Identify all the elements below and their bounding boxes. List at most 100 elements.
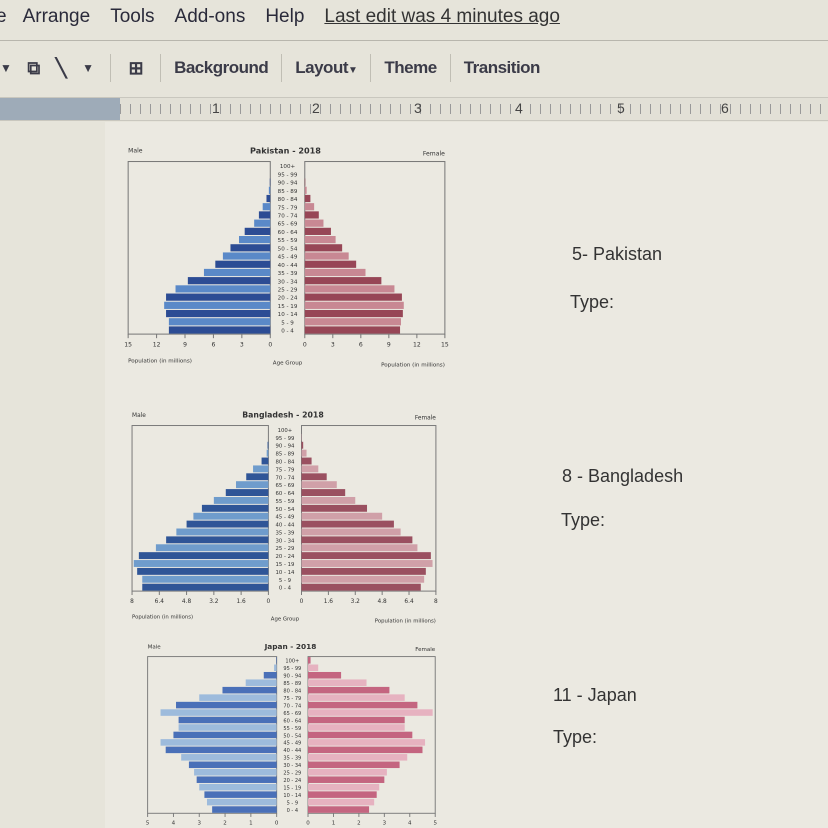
- divider: [0, 40, 828, 41]
- shape-icon[interactable]: ⧉: [27, 57, 40, 78]
- male-bar: [266, 449, 269, 457]
- menu-bar: e Arrange Tools Add-ons Help Last edit w…: [0, 0, 828, 34]
- horizontal-ruler[interactable]: 1 2 3 4 5 6: [0, 97, 828, 121]
- pakistan-pyramid-chart[interactable]: Pakistan - 2018 Male Female 0 - 4 5 - 9 10 - …: [118, 143, 453, 377]
- male-tick-label: 12: [153, 341, 161, 348]
- male-bar: [267, 441, 269, 449]
- female-tick-label: 12: [413, 341, 421, 348]
- age-group-label: 50 - 54: [275, 507, 295, 513]
- layout-button[interactable]: Layout▼: [291, 58, 361, 78]
- male-tick-label: 9: [183, 341, 187, 348]
- age-group-label: 30 - 34: [278, 279, 298, 285]
- male-bar: [212, 806, 277, 813]
- male-tick-label: 0: [275, 820, 279, 826]
- age-group-label: 5 - 9: [287, 800, 298, 806]
- male-bar: [230, 244, 271, 252]
- ruler-number: 3: [414, 100, 422, 116]
- female-bar: [304, 326, 401, 334]
- age-group-label: 100+: [280, 164, 296, 170]
- age-axis-label: Age Group: [271, 616, 300, 622]
- age-group-label: 90 - 94: [275, 444, 295, 450]
- transition-button[interactable]: Transition: [463, 58, 541, 77]
- female-tick-label: 3: [383, 820, 387, 826]
- pakistan-type-label: Type:: [570, 292, 615, 312]
- female-bar: [308, 798, 375, 806]
- age-group-label: 65 - 69: [278, 222, 298, 228]
- menu-tools[interactable]: Tools: [110, 6, 155, 27]
- male-bar: [215, 260, 271, 268]
- male-bar: [188, 761, 277, 769]
- female-tick-label: 0: [300, 599, 304, 605]
- male-bar: [213, 496, 269, 504]
- female-bar: [301, 552, 431, 560]
- female-tick-label: 2: [357, 820, 361, 826]
- male-bar: [181, 754, 277, 761]
- female-bar: [301, 583, 421, 591]
- male-bar: [253, 465, 269, 473]
- chart-title: Pakistan - 2018: [250, 145, 321, 155]
- menu-add-ons[interactable]: Add-ons: [174, 6, 246, 27]
- male-bar: [168, 318, 271, 326]
- female-label: Female: [415, 647, 436, 653]
- female-bar: [301, 496, 356, 504]
- age-group-label: 60 - 64: [283, 718, 301, 724]
- age-group-label: 0 - 4: [279, 586, 292, 592]
- background-button[interactable]: Background: [174, 58, 269, 77]
- female-bar: [308, 783, 380, 791]
- male-bar: [187, 277, 271, 285]
- female-bar: [301, 481, 337, 489]
- chevron-down-icon[interactable]: ▼: [0, 61, 12, 75]
- age-group-label: 85 - 89: [283, 681, 301, 687]
- age-group-label: 50 - 54: [283, 733, 301, 739]
- ruler-number: 4: [515, 100, 523, 116]
- male-bar: [155, 544, 269, 552]
- add-comment-icon[interactable]: ⊞: [128, 57, 144, 78]
- male-tick-label: 1: [249, 820, 253, 826]
- last-edit-link[interactable]: Last edit was 4 minutes ago: [324, 6, 560, 27]
- male-axis-label: Population (in millions): [128, 359, 192, 365]
- japan-type-label: Type:: [553, 727, 598, 747]
- male-bar: [204, 791, 277, 798]
- age-group-label: 85 - 89: [278, 189, 298, 195]
- divider: [449, 54, 451, 82]
- chevron-down-icon[interactable]: ▼: [82, 61, 94, 75]
- ruler-number: 2: [312, 100, 320, 116]
- age-group-label: 15 - 19: [275, 562, 295, 568]
- male-bar: [236, 481, 269, 489]
- menu-help[interactable]: Help: [265, 6, 305, 27]
- theme-button[interactable]: Theme: [384, 58, 437, 77]
- menu-file[interactable]: e: [0, 6, 7, 27]
- female-bar: [301, 457, 312, 465]
- age-group-label: 70 - 74: [283, 703, 301, 709]
- line-icon[interactable]: ╲: [55, 57, 67, 78]
- female-bar: [301, 536, 413, 544]
- age-group-label: 35 - 39: [275, 530, 295, 536]
- female-bar: [304, 219, 324, 227]
- age-group-label: 10 - 14: [275, 570, 295, 576]
- menu-arrange[interactable]: Arrange: [22, 6, 91, 27]
- chart-title: Japan - 2018: [264, 642, 317, 651]
- divider: [110, 54, 112, 82]
- female-bar: [308, 746, 423, 754]
- male-bar: [222, 686, 277, 694]
- age-group-label: 80 - 84: [275, 459, 295, 465]
- female-tick-label: 1: [332, 820, 336, 826]
- age-group-label: 40 - 44: [275, 523, 295, 529]
- female-bar: [308, 739, 426, 746]
- chevron-down-icon: ▼: [348, 65, 358, 76]
- female-bar: [308, 724, 405, 731]
- female-tick-label: 6.4: [404, 599, 414, 605]
- age-group-label: 55 - 59: [278, 238, 298, 244]
- female-bar: [308, 806, 370, 813]
- bangladesh-pyramid-chart[interactable]: Bangladesh - 2018 Male Female 0 - 4 5 - 9 10 …: [122, 408, 444, 630]
- ruler-number: 1: [212, 100, 220, 116]
- female-bar: [301, 560, 433, 567]
- age-group-label: 60 - 64: [278, 230, 298, 236]
- age-group-label: 100+: [285, 659, 299, 665]
- male-tick-label: 6: [211, 341, 215, 348]
- age-group-label: 20 - 24: [275, 554, 295, 560]
- male-bar: [176, 528, 269, 536]
- age-group-label: 20 - 24: [283, 778, 301, 784]
- male-tick-label: 6.4: [155, 599, 165, 605]
